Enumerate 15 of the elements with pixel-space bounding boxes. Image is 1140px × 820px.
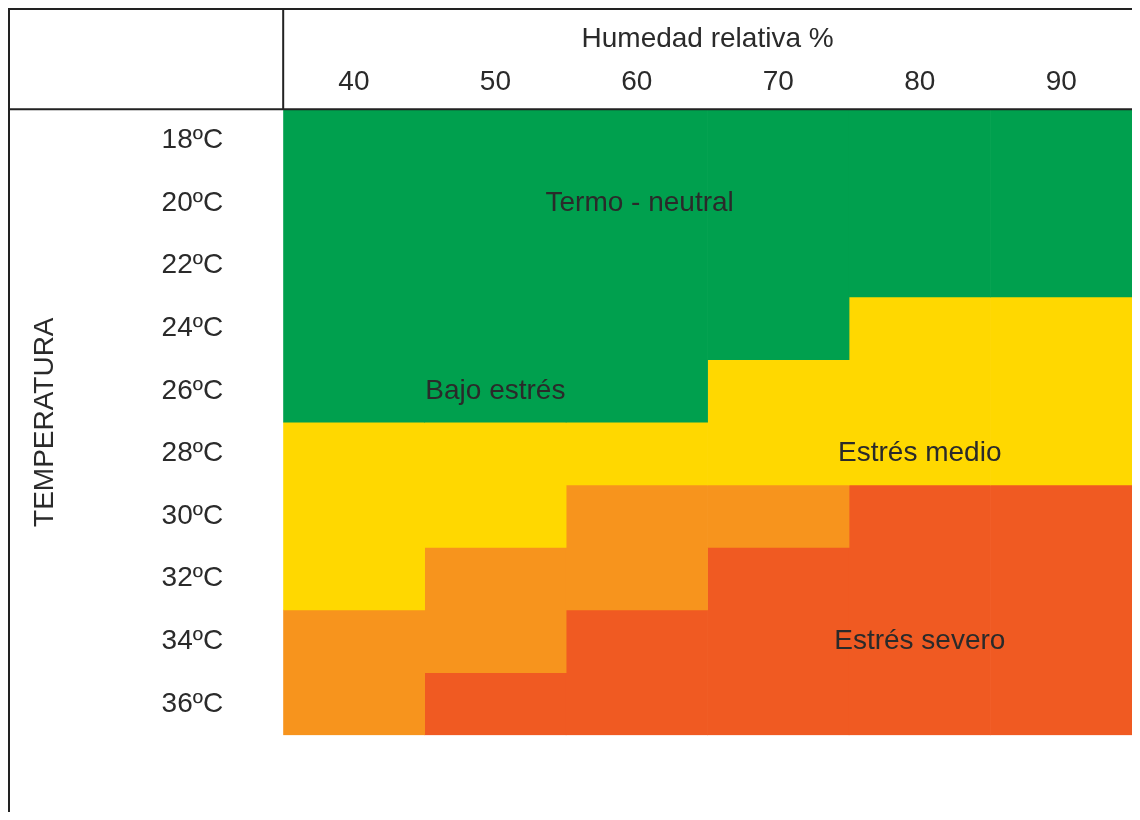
annotation: Termo - neutral [545,185,734,217]
y-tick-label: 20ºC [161,185,224,217]
annotation: Bajo estrés [425,373,566,405]
annotation: Estrés medio [838,436,1002,468]
y-tick-label: 32ºC [161,561,224,593]
y-tick-label: 24ºC [161,311,224,343]
y-tick-label: 34ºC [161,624,224,656]
y-tick-label: 22ºC [161,248,224,280]
annotation: Estrés severo [834,624,1006,656]
y-tick-label: 26ºC [161,373,224,405]
y-tick-label: 28ºC [161,436,224,468]
y-tick-label: 30ºC [161,498,224,530]
y-tick-label: 36ºC [161,686,224,718]
y-tick-label: 18ºC [161,123,224,155]
y-axis-title: TEMPERATURA [27,317,59,527]
